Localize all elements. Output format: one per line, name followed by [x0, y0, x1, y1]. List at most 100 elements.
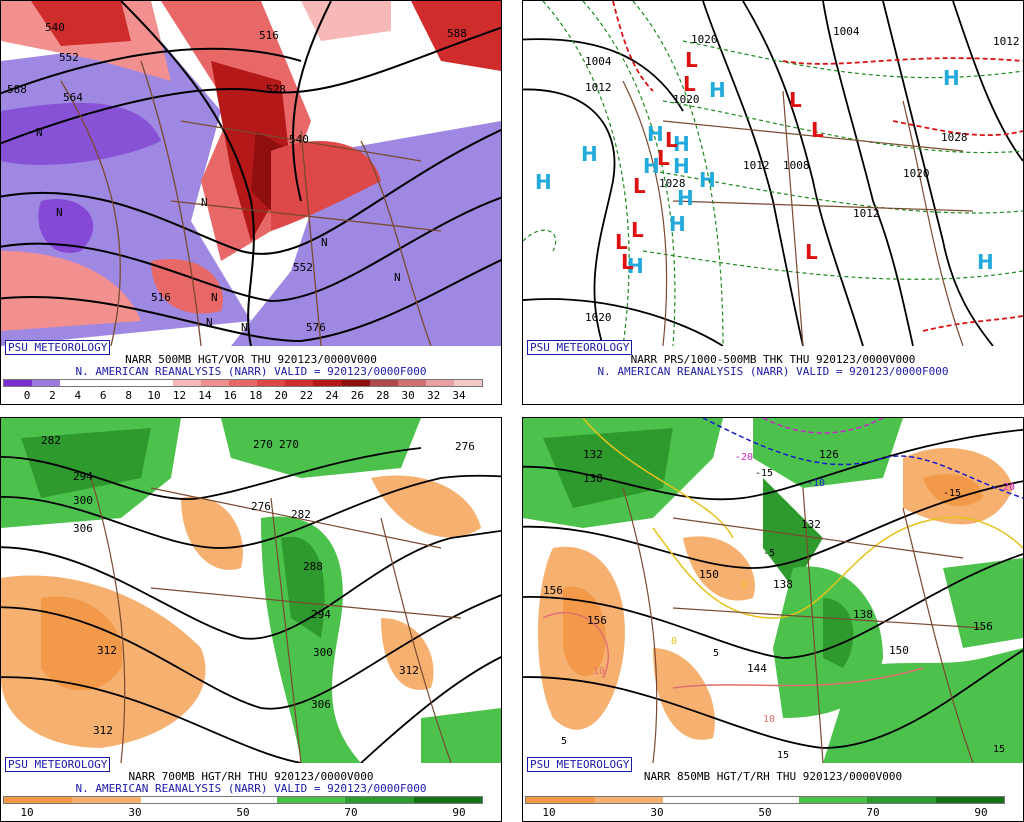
psu-meteorology-logo: PSU METEOROLOGY — [527, 757, 633, 772]
temperature-label: 10 — [593, 666, 605, 677]
high-pressure-marker: H — [977, 250, 994, 274]
isobar-label: 1012 — [853, 207, 880, 220]
temperature-label: 15 — [777, 750, 789, 761]
colorbar-tick-label: 18 — [249, 389, 263, 402]
contour-label: 300 — [73, 494, 93, 507]
colorbar — [3, 796, 483, 804]
contour-label: 516 — [259, 29, 279, 42]
colorbar-swatch — [257, 380, 286, 386]
contour-label: 588 — [7, 83, 27, 96]
contour-label: 540 — [289, 133, 309, 146]
colorbar-tick-label: 10 — [542, 806, 556, 819]
colorbar-swatch — [799, 797, 868, 803]
colorbar-swatch — [454, 380, 483, 386]
colorbar-tick-label: 34 — [452, 389, 466, 402]
low-pressure-marker: L — [665, 128, 678, 152]
colorbar — [525, 796, 1005, 804]
colorbar-swatch — [413, 797, 482, 803]
colorbar-ticks: 10 30 50 70 90 — [525, 806, 1005, 820]
vorticity-center: N — [321, 236, 328, 249]
contour-label: 588 — [447, 27, 467, 40]
contour-label: 576 — [306, 321, 326, 334]
low-pressure-marker: L — [621, 250, 634, 274]
humidity-850-map: 132 138 156 156 150 144 138 132 126 150 … — [523, 418, 1023, 763]
contour-label: 312 — [93, 724, 113, 737]
height-label: 156 — [973, 620, 993, 633]
panel-valid-line: N. AMERICAN REANALYSIS (NARR) VALID = 92… — [597, 365, 949, 378]
height-label: 132 — [801, 518, 821, 531]
pressure-map: 1020 1004 1012 1020 1008 1012 1028 1004 … — [523, 1, 1023, 346]
vorticity-center: N — [206, 316, 213, 329]
colorbar-swatch — [32, 380, 61, 386]
colorbar-swatch — [208, 797, 278, 803]
contour-label: 282 — [41, 434, 61, 447]
contour-label: 288 — [303, 560, 323, 573]
isobar-label: 1020 — [673, 93, 700, 106]
colorbar-tick-label: 30 — [401, 389, 415, 402]
vorticity-center: N — [56, 206, 63, 219]
isobar-label: 1008 — [783, 159, 810, 172]
contour-label: 540 — [45, 21, 65, 34]
height-label: 156 — [543, 584, 563, 597]
colorbar-swatch — [116, 380, 145, 386]
temperature-label: 5 — [561, 736, 567, 747]
colorbar-swatch — [277, 797, 346, 803]
colorbar-tick-label: 26 — [350, 389, 364, 402]
colorbar-swatch — [140, 797, 209, 803]
temperature-label: -5 — [763, 548, 775, 559]
vorticity-center: N — [394, 271, 401, 284]
panel-caption: NARR 700MB HGT/RH THU 920123/0000V000 — [128, 770, 374, 783]
colorbar-tick-label: 50 — [758, 806, 772, 819]
colorbar-swatch — [594, 797, 663, 803]
low-pressure-marker: L — [633, 174, 646, 198]
high-pressure-marker: H — [673, 132, 690, 156]
colorbar-swatch — [730, 797, 800, 803]
low-pressure-marker: L — [789, 88, 802, 112]
contour-label: 294 — [311, 608, 331, 621]
colorbar-swatch — [867, 797, 936, 803]
contour-label: 282 — [291, 508, 311, 521]
contour-label: 552 — [293, 261, 313, 274]
colorbar-tick-label: 6 — [99, 389, 107, 402]
colorbar-tick-label: 24 — [325, 389, 339, 402]
high-pressure-marker: H — [627, 254, 644, 278]
height-label: 150 — [699, 568, 719, 581]
low-pressure-marker: L — [615, 230, 628, 254]
vorticity-center: N — [201, 196, 208, 209]
temperature-label: -20 — [997, 482, 1015, 493]
isobar-label: 1020 — [585, 311, 612, 324]
colorbar-swatch — [88, 380, 117, 386]
colorbar-tick-label: 8 — [125, 389, 132, 402]
colorbar-swatch — [369, 380, 398, 386]
height-label: 150 — [889, 644, 909, 657]
colorbar-swatch — [200, 380, 229, 386]
contour-label: 312 — [97, 644, 117, 657]
isobar-label: 1020 — [691, 33, 718, 46]
temperature-label: -10 — [807, 478, 825, 489]
panel-500mb-vorticity: 540 552 564 516 528 540 552 576 588 588 … — [0, 0, 502, 405]
vorticity-center: N — [241, 321, 248, 334]
contour-label: 270 — [253, 438, 273, 451]
height-label: 132 — [583, 448, 603, 461]
panel-caption: NARR 850MB HGT/T/RH THU 920123/0000V000 — [643, 770, 903, 783]
temperature-label: -20 — [735, 452, 753, 463]
high-pressure-marker: H — [699, 168, 716, 192]
temperature-label: 0 — [741, 580, 747, 591]
low-pressure-marker: L — [657, 146, 670, 170]
isobar-label: 1028 — [941, 131, 968, 144]
colorbar-swatch — [341, 380, 370, 386]
psu-meteorology-logo: PSU METEOROLOGY — [5, 757, 111, 772]
vorticity-map: 540 552 564 516 528 540 552 576 588 588 … — [1, 1, 501, 346]
high-pressure-marker: H — [677, 186, 694, 210]
colorbar-ticks: 10 30 50 70 90 — [3, 806, 483, 820]
high-pressure-marker: H — [643, 154, 660, 178]
high-pressure-marker: H — [673, 154, 690, 178]
colorbar-tick-label: 22 — [299, 389, 314, 402]
colorbar-swatch — [72, 797, 141, 803]
contour-label: 516 — [151, 291, 171, 304]
psu-meteorology-logo: PSU METEOROLOGY — [5, 340, 111, 355]
isobar-label: 1012 — [993, 35, 1020, 48]
isobar-label: 1012 — [743, 159, 770, 172]
panel-700mb-humidity: 282 294 300 306 312 312 276 270 282 288 … — [0, 417, 502, 822]
colorbar-tick-label: 30 — [650, 806, 664, 819]
